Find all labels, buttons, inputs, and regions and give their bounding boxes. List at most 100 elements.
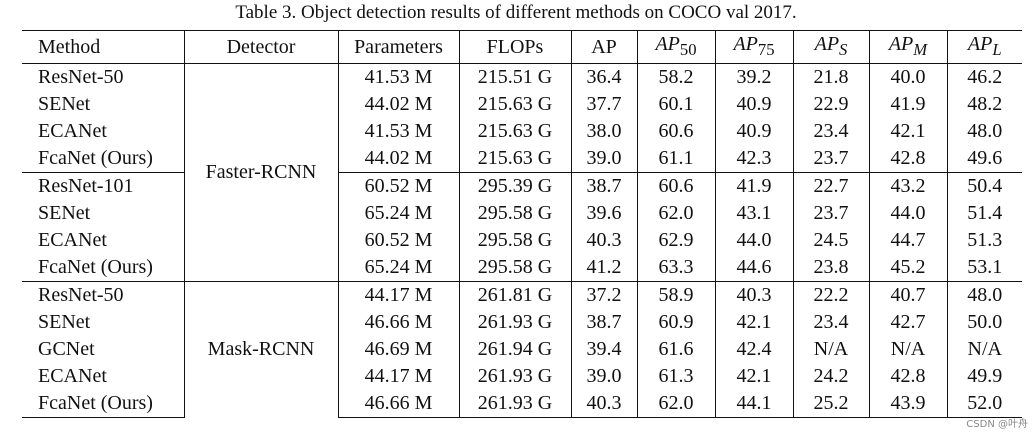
aps-cell: 23.8 [793,254,870,282]
detector-cell: Mask-RCNN [184,281,339,418]
apl-cell: N/A [967,338,1002,360]
params-cell: 60.52 M [338,227,460,254]
ap50-cell: 63.3 [637,254,716,282]
ap75-cell: 40.3 [715,281,794,309]
ap-cell: 36.4 [571,63,638,91]
aps-cell: 22.9 [793,91,870,118]
flops-cell: 261.93 G [459,390,572,418]
ap-cell: 40.3 [571,390,638,418]
aps-cell: 23.7 [793,145,870,173]
header-ap75: AP75 [715,30,794,64]
apl-cell: 49.9 [967,365,1003,387]
method-cell: ECANet [22,363,185,390]
flops-cell: 215.63 G [459,118,572,145]
table-row: SENet 65.24 M 295.58 G 39.6 62.0 43.1 23.7 44.0… [22,200,1022,227]
method-cell: SENet [22,309,185,336]
ap50-cell: 60.6 [637,118,716,145]
faster-rcnn-group: ResNet-50 Faster-RCNN 41.53 M 215.51 G 36.4 5… [22,63,1022,282]
method-cell: FcaNet (Ours) [22,390,185,418]
header-ap50: AP50 [637,30,716,64]
apl-cell: 51.4 [967,202,1003,224]
params-cell: 44.17 M [338,363,460,390]
method-cell: ECANet [22,227,185,254]
ap-cell: 38.0 [571,118,638,145]
ap-cell: 39.0 [571,145,638,173]
flops-cell: 261.81 G [459,281,572,309]
apl-cell: 48.0 [967,120,1003,142]
apm-cell: 41.9 [869,91,948,118]
apm-cell: 40.0 [869,63,948,91]
flops-cell: 261.94 G [459,336,572,363]
table-row: GCNet 46.69 M 261.94 G 39.4 61.6 42.4 N/A N/A N/… [22,336,1022,363]
ap50-cell: 62.0 [637,390,716,418]
apm-cell: 40.7 [869,281,948,309]
ap50-cell: 58.2 [637,63,716,91]
ap-cell: 39.4 [571,336,638,363]
aps-cell: 23.7 [793,200,870,227]
params-cell: 44.02 M [338,91,460,118]
aps-cell: 23.4 [793,118,870,145]
ap-cell: 40.3 [571,227,638,254]
table-row: ECANet 60.52 M 295.58 G 40.3 62.9 44.0 24.5 44.… [22,227,1022,254]
method-cell: ResNet-50 [22,281,185,309]
ap75-cell: 44.1 [715,390,794,418]
flops-cell: 295.39 G [459,172,572,200]
aps-cell: 22.7 [793,172,870,200]
header-ap: AP [571,30,638,64]
apm-cell: N/A [869,336,948,363]
apm-cell: 42.7 [869,309,948,336]
ap75-cell: 41.9 [715,172,794,200]
flops-cell: 295.58 G [459,200,572,227]
header-apm: APM [869,30,948,64]
ap50-cell: 61.6 [637,336,716,363]
method-cell: SENet [22,91,185,118]
apm-cell: 44.0 [869,200,948,227]
table-row: SENet 44.02 M 215.63 G 37.7 60.1 40.9 22.9 41.9… [22,91,1022,118]
params-cell: 65.24 M [338,200,460,227]
flops-cell: 215.63 G [459,91,572,118]
ap50-cell: 62.0 [637,200,716,227]
ap75-cell: 42.1 [715,309,794,336]
ap75-cell: 43.1 [715,200,794,227]
table-row: FcaNet (Ours) 65.24 M 295.58 G 41.2 63.3 44.6… [22,254,1022,282]
flops-cell: 295.58 G [459,254,572,282]
params-cell: 46.66 M [338,309,460,336]
mask-rcnn-group: ResNet-50 Mask-RCNN 44.17 M 261.81 G 37.2 58.… [22,281,1022,418]
apl-cell: 50.0 [967,311,1003,333]
watermark: CSDN @叶舟 [966,419,1028,430]
flops-cell: 215.63 G [459,145,572,173]
header-aps: APS [793,30,870,64]
apl-cell: 53.1 [967,256,1003,278]
params-cell: 44.02 M [338,145,460,173]
apm-cell: 42.8 [869,363,948,390]
ap-cell: 38.7 [571,309,638,336]
ap75-cell: 40.9 [715,91,794,118]
method-cell: ResNet-50 [22,63,185,91]
apm-cell: 43.9 [869,390,948,418]
aps-cell: 24.5 [793,227,870,254]
flops-cell: 261.93 G [459,363,572,390]
params-cell: 46.66 M [338,390,460,418]
header-detector: Detector [184,30,339,64]
params-cell: 44.17 M [338,281,460,309]
params-cell: 60.52 M [338,172,460,200]
apl-cell: 50.4 [967,175,1003,197]
header-method: Method [22,30,185,64]
aps-cell: 25.2 [793,390,870,418]
ap-cell: 39.6 [571,200,638,227]
table-caption: Table 3. Object detection results of dif… [235,2,797,23]
table-row: ResNet-101 60.52 M 295.39 G 38.7 60.6 41.9 22.… [22,172,1022,200]
ap50-cell: 62.9 [637,227,716,254]
header-row: Method Detector Parameters FLOPs AP AP50… [22,30,1022,64]
ap75-cell: 42.3 [715,145,794,173]
detector-cell: Faster-RCNN [184,63,339,282]
aps-cell: 22.2 [793,281,870,309]
ap75-cell: 44.6 [715,254,794,282]
params-cell: 65.24 M [338,254,460,282]
method-cell: FcaNet (Ours) [22,145,185,173]
table-row: ECANet 44.17 M 261.93 G 39.0 61.3 42.1 24.2 42.… [22,363,1022,390]
params-cell: 41.53 M [338,118,460,145]
ap50-cell: 61.1 [637,145,716,173]
ap50-cell: 60.1 [637,91,716,118]
ap50-cell: 60.9 [637,309,716,336]
